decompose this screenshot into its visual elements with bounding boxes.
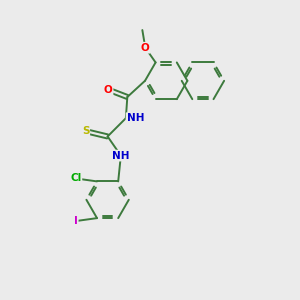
Text: O: O — [104, 85, 112, 94]
Text: NH: NH — [112, 151, 130, 160]
Text: O: O — [141, 43, 150, 53]
Text: Cl: Cl — [70, 173, 81, 184]
Text: I: I — [74, 216, 78, 226]
Text: S: S — [82, 126, 89, 136]
Text: NH: NH — [127, 113, 144, 123]
